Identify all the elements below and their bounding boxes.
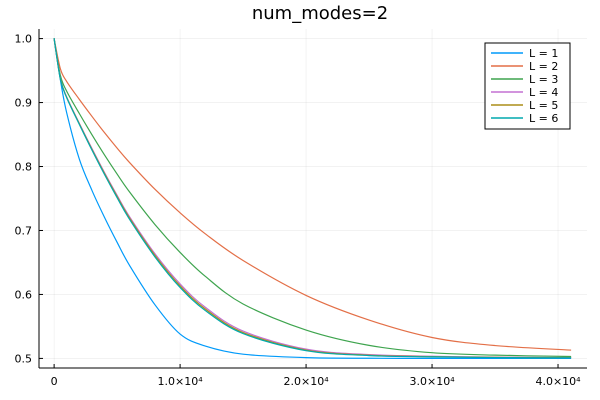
legend-label-4: L = 4 xyxy=(529,86,558,99)
series-lines xyxy=(53,37,572,360)
legend-label-5: L = 5 xyxy=(529,99,558,112)
x-tick-label-1: 1.0×10⁴ xyxy=(158,375,204,388)
series-line-2 xyxy=(53,37,572,351)
y-tick-label-1: 0.6 xyxy=(15,288,33,301)
y-tick-label-4: 0.9 xyxy=(15,97,33,110)
axes xyxy=(38,29,587,369)
legend-label-3: L = 3 xyxy=(529,73,558,86)
y-tick-label-3: 0.8 xyxy=(15,161,33,174)
x-tick-label-0: 0 xyxy=(51,375,58,388)
legend-label-6: L = 6 xyxy=(529,112,558,125)
x-tick-label-2: 2.0×10⁴ xyxy=(284,375,330,388)
series-line-6 xyxy=(53,37,572,359)
legend-label-2: L = 2 xyxy=(529,60,558,73)
y-tick-label-0: 0.5 xyxy=(15,352,33,365)
y-tick-label-2: 0.7 xyxy=(15,224,33,237)
x-tick-label-4: 4.0×10⁴ xyxy=(535,375,581,388)
legend-label-1: L = 1 xyxy=(529,47,558,60)
y-tick-label-5: 1.0 xyxy=(15,33,33,46)
ticks: 0 1.0×10⁴ 2.0×10⁴ 3.0×10⁴ 4.0×10⁴ 0.5 0.6 0.7 0.… xyxy=(15,33,582,388)
legend: L = 1L = 2L = 3L = 4L = 5L = 6 xyxy=(484,42,571,130)
x-tick-label-3: 3.0×10⁴ xyxy=(409,375,455,388)
series-line-1 xyxy=(53,37,572,360)
legend-box xyxy=(484,42,571,130)
chart-title: num_modes=2 xyxy=(252,3,388,24)
series-line-3 xyxy=(53,37,572,358)
